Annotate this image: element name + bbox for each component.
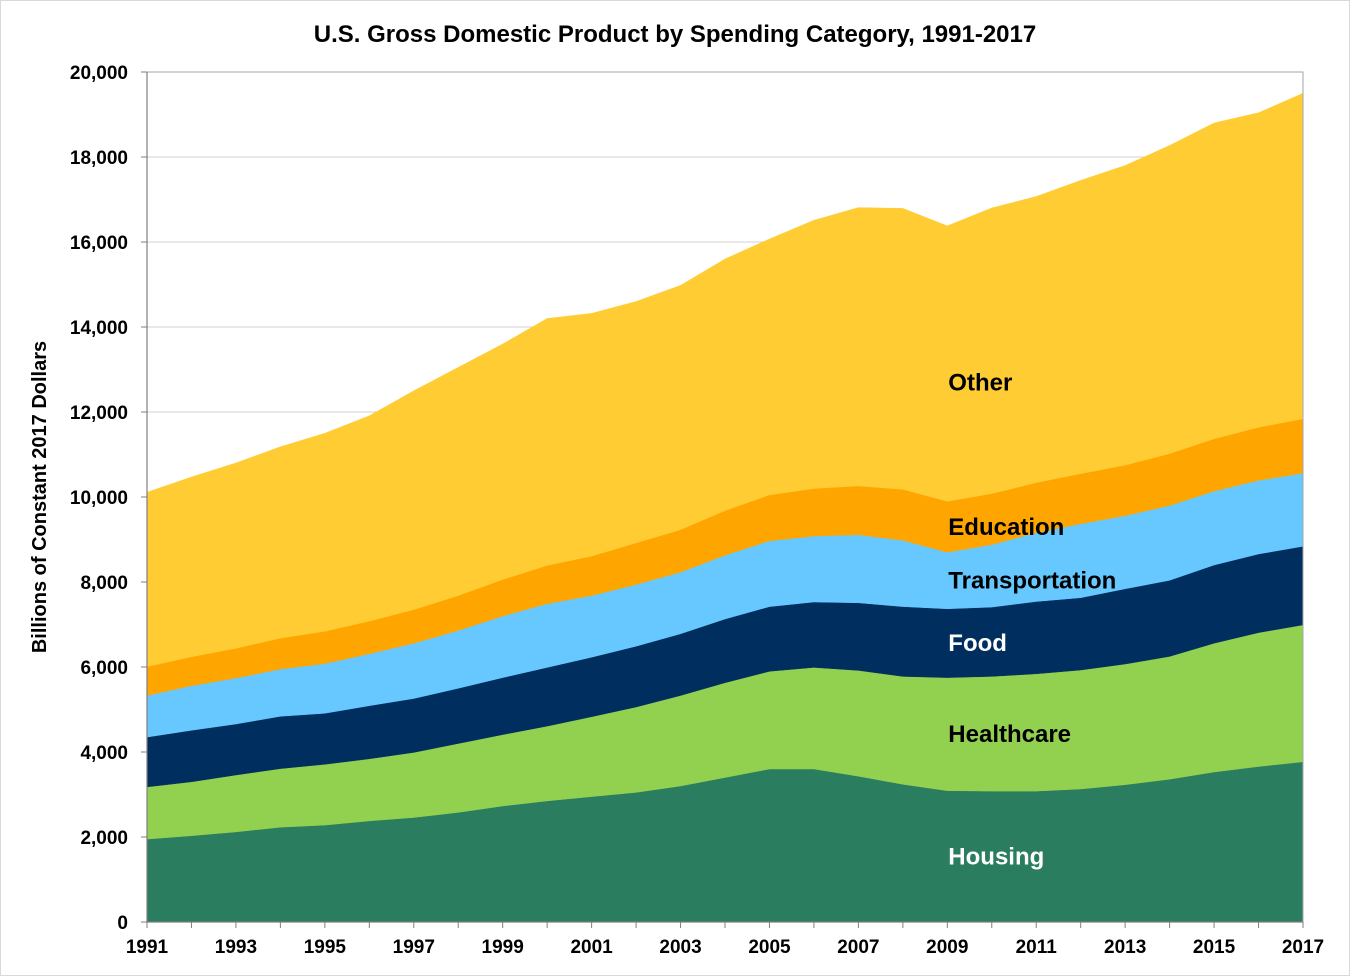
x-tick-label: 1997 bbox=[393, 937, 435, 958]
x-tick-label: 1993 bbox=[215, 937, 257, 958]
x-tick-labels: 1991 1993 1995 1997 1999 2001 2003 2005 2007 2009… bbox=[126, 937, 1324, 958]
x-tick-label: 2011 bbox=[1016, 937, 1058, 958]
y-tick-label: 2,000 bbox=[80, 828, 128, 849]
series-label-transportation: Transportation bbox=[948, 568, 1116, 595]
x-tick-label: 2005 bbox=[748, 937, 791, 958]
series-labels: Housing Healthcare Food Transportation Educa… bbox=[948, 369, 1116, 870]
y-tick-label: 18,000 bbox=[70, 148, 128, 169]
series-label-food: Food bbox=[948, 630, 1007, 657]
y-tick-label: 6,000 bbox=[80, 658, 128, 679]
x-tick-label: 2007 bbox=[837, 937, 879, 958]
y-tick-label: 0 bbox=[117, 913, 128, 934]
x-tick-label: 2003 bbox=[659, 937, 701, 958]
y-tick-label: 12,000 bbox=[70, 403, 128, 424]
x-tick-label: 2015 bbox=[1193, 937, 1236, 958]
y-tick-label: 16,000 bbox=[70, 233, 128, 254]
y-tick-label: 4,000 bbox=[80, 743, 128, 764]
series-label-other: Other bbox=[948, 369, 1012, 396]
y-tick-label: 10,000 bbox=[70, 488, 128, 509]
y-axis-label: Billions of Constant 2017 Dollars bbox=[29, 341, 51, 653]
chart-title: U.S. Gross Domestic Product by Spending … bbox=[314, 21, 1036, 48]
y-tick-label: 8,000 bbox=[80, 573, 128, 594]
x-tick-label: 1995 bbox=[304, 937, 347, 958]
y-tick-label: 14,000 bbox=[70, 318, 128, 339]
y-tick-labels: 0 2,000 4,000 6,000 8,000 10,000 12,000 14,000 1… bbox=[70, 63, 128, 934]
x-tick-label: 2017 bbox=[1282, 937, 1324, 958]
series-areas bbox=[146, 92, 1304, 923]
x-tick-label: 2001 bbox=[570, 937, 613, 958]
axes bbox=[141, 71, 1304, 928]
x-tick-label: 1999 bbox=[482, 937, 524, 958]
series-label-healthcare: Healthcare bbox=[948, 721, 1071, 748]
x-tick-label: 2013 bbox=[1104, 937, 1146, 958]
series-label-housing: Housing bbox=[948, 843, 1044, 870]
series-label-education: Education bbox=[948, 514, 1064, 541]
y-tick-label: 20,000 bbox=[70, 63, 128, 84]
x-tick-label: 2009 bbox=[926, 937, 968, 958]
x-tick-label: 1991 bbox=[126, 937, 169, 958]
